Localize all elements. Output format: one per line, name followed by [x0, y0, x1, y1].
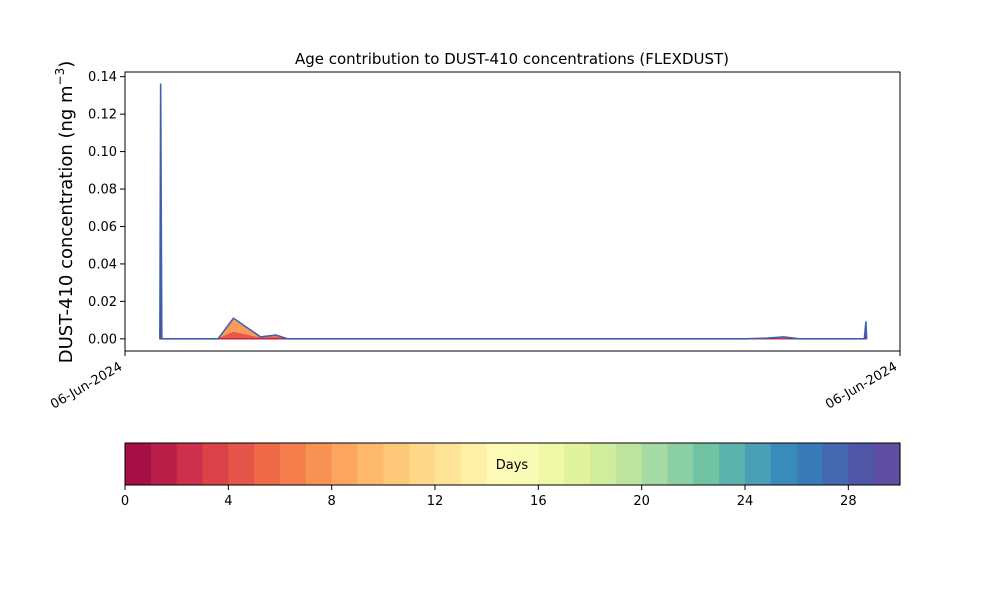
colorbar-segment — [125, 443, 152, 485]
colorbar-segment — [254, 443, 281, 485]
colorbar-tick-label: 20 — [633, 494, 650, 509]
colorbar-segment — [383, 443, 410, 485]
y-tick-label: 0.04 — [88, 257, 117, 272]
colorbar-segment — [202, 443, 229, 485]
colorbar-tick-label: 28 — [840, 494, 857, 509]
colorbar-segment — [486, 443, 514, 485]
colorbar-segment — [305, 443, 333, 485]
colorbar-segment — [590, 443, 617, 485]
colorbar-tick-label: 4 — [224, 494, 232, 509]
y-tick-label: 0.08 — [88, 183, 117, 198]
y-tick-label: 0.06 — [88, 220, 117, 235]
y-tick-label: 0.00 — [88, 332, 117, 347]
colorbar-segment — [331, 443, 359, 485]
colorbar-segment — [641, 443, 669, 485]
colorbar-segment — [512, 443, 539, 485]
colorbar-segment — [150, 443, 178, 485]
colorbar-segment — [176, 443, 204, 485]
colorbar-segment — [874, 443, 901, 485]
total-concentration-lines — [159, 83, 868, 340]
colorbar-ticks: 0 4 8 12 16 20 24 28 — [121, 485, 857, 509]
axes-frame — [124, 71, 901, 352]
colorbar-segment — [770, 443, 798, 485]
colorbar-segment — [745, 443, 772, 485]
chart-title: Age contribution to DUST-410 concentrati… — [295, 50, 729, 68]
y-axis-label-main: DUST-410 concentration (ng m — [56, 85, 77, 363]
colorbar-segment — [693, 443, 720, 485]
colorbar-segment — [538, 443, 565, 485]
total-concentration-line — [159, 83, 868, 340]
colorbar-segment — [667, 443, 694, 485]
colorbar-tick-label: 8 — [328, 494, 336, 509]
colorbar-label: Days — [496, 458, 529, 473]
colorbar-tick-label: 24 — [737, 494, 754, 509]
colorbar-segment — [848, 443, 875, 485]
colorbar-segment — [615, 443, 643, 485]
y-tick-label: 0.14 — [88, 70, 117, 85]
colorbar-segments — [125, 443, 901, 485]
colorbar-segment — [435, 443, 462, 485]
colorbar-frame — [124, 442, 901, 486]
colorbar-segment — [460, 443, 488, 485]
colorbar-segment — [280, 443, 307, 485]
y-axis-label-close: ) — [56, 61, 77, 68]
colorbar-tick-label: 12 — [427, 494, 444, 509]
y-axis-label: DUST-410 concentration (ng m−3) — [53, 61, 77, 364]
y-tick-label: 0.10 — [88, 145, 117, 160]
colorbar-segment — [357, 443, 384, 485]
y-axis-ticks: 0.00 0.02 0.04 0.06 0.08 0.10 0.12 0.14 — [88, 70, 125, 347]
y-axis-label-superscript: −3 — [53, 68, 67, 86]
colorbar-tick-label: 0 — [121, 494, 129, 509]
y-tick-label: 0.02 — [88, 295, 117, 310]
y-tick-label: 0.12 — [88, 108, 117, 123]
colorbar: Days 0 4 8 12 16 20 24 28 — [121, 442, 901, 509]
colorbar-segment — [409, 443, 436, 485]
colorbar-tick-label: 16 — [530, 494, 547, 509]
colorbar-segment — [228, 443, 255, 485]
colorbar-segment — [719, 443, 746, 485]
colorbar-segment — [796, 443, 824, 485]
plot-area — [124, 71, 901, 352]
colorbar-segment — [564, 443, 591, 485]
colorbar-segment — [822, 443, 849, 485]
